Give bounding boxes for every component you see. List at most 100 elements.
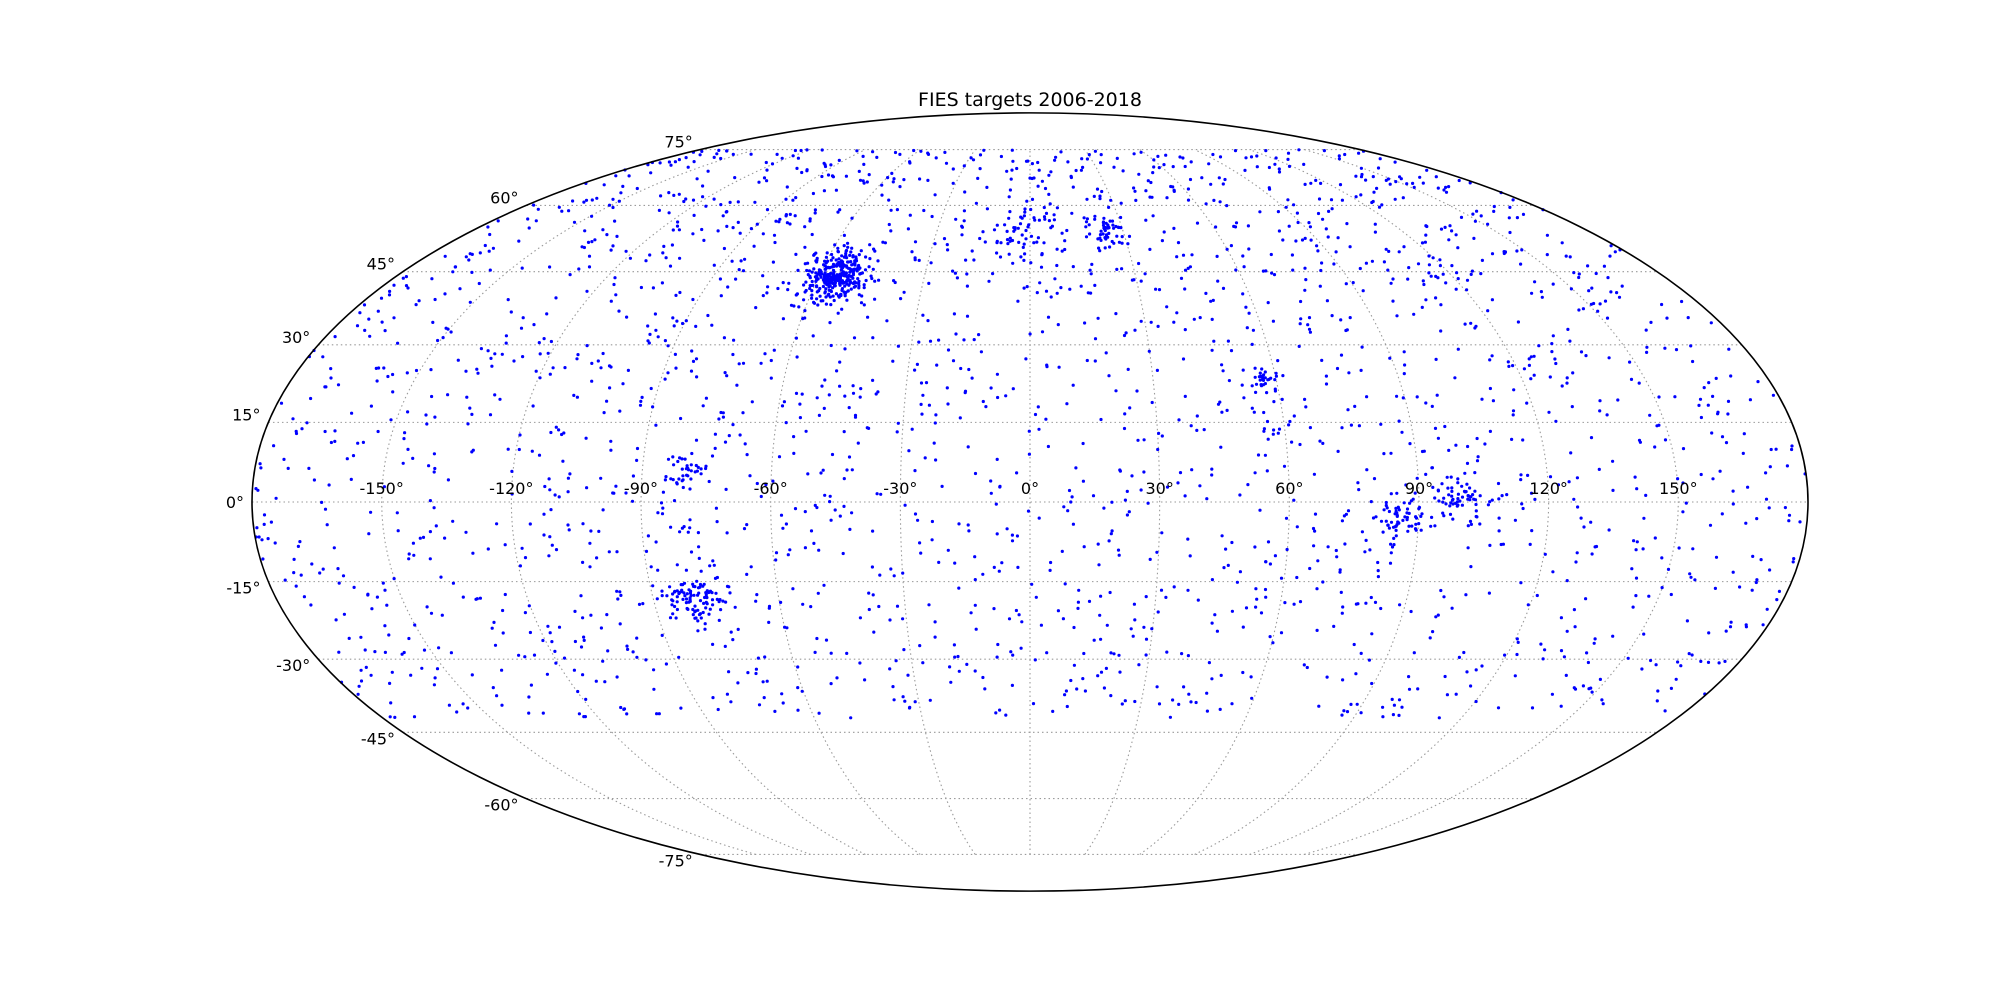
target-point	[1033, 218, 1037, 222]
target-point	[1045, 651, 1049, 655]
target-point	[1088, 268, 1092, 272]
target-point	[1511, 413, 1515, 417]
target-point	[1037, 427, 1041, 431]
target-point	[1287, 224, 1291, 228]
target-point	[842, 504, 846, 508]
target-point	[1317, 704, 1321, 708]
target-point	[1109, 532, 1113, 536]
target-point	[631, 474, 636, 478]
target-point	[956, 654, 960, 659]
target-point	[682, 199, 686, 204]
target-point	[1723, 659, 1727, 664]
target-point	[654, 423, 658, 427]
target-point	[812, 267, 816, 271]
target-point	[736, 681, 740, 685]
target-point	[1570, 405, 1574, 409]
target-point	[1407, 511, 1411, 515]
target-point	[1172, 585, 1176, 589]
target-point	[312, 478, 316, 482]
target-point	[828, 295, 832, 299]
target-point	[858, 395, 862, 399]
target-point	[680, 457, 684, 461]
target-point	[1354, 195, 1358, 199]
target-point	[678, 530, 682, 534]
target-point	[1249, 675, 1253, 679]
target-point	[880, 183, 884, 187]
target-point	[759, 361, 763, 365]
target-point	[1376, 569, 1380, 573]
target-point	[1445, 475, 1449, 479]
target-point	[1045, 363, 1049, 367]
target-point	[590, 379, 594, 383]
target-point	[1051, 709, 1055, 714]
target-point	[842, 233, 847, 237]
target-point	[437, 646, 441, 650]
target-point	[363, 648, 367, 652]
target-point	[831, 281, 835, 285]
target-point	[274, 496, 278, 500]
target-point	[490, 364, 494, 368]
target-point	[1133, 699, 1137, 704]
target-point	[333, 439, 337, 443]
target-point	[675, 319, 679, 323]
target-point	[919, 402, 923, 406]
target-point	[908, 160, 912, 164]
target-point	[1488, 543, 1492, 548]
target-point	[1087, 223, 1091, 227]
target-point	[1741, 451, 1745, 455]
target-point	[725, 149, 729, 153]
target-point	[987, 279, 991, 283]
target-point	[847, 455, 852, 459]
target-point	[796, 708, 800, 712]
target-point	[1195, 428, 1199, 432]
target-point	[702, 238, 706, 242]
target-point	[1117, 240, 1121, 244]
target-point	[329, 440, 333, 445]
target-point	[701, 195, 705, 199]
target-point	[1474, 699, 1478, 704]
target-point	[1053, 158, 1057, 162]
target-point	[1205, 709, 1209, 713]
target-point	[1483, 442, 1487, 446]
target-point	[662, 244, 666, 248]
target-point	[846, 245, 850, 249]
target-point	[1177, 702, 1181, 707]
target-point	[257, 535, 261, 539]
target-point	[447, 703, 451, 707]
target-point	[712, 563, 716, 567]
target-point	[523, 556, 528, 560]
target-point	[781, 701, 785, 705]
target-point	[802, 283, 806, 287]
target-point	[951, 359, 956, 363]
target-point	[1015, 471, 1019, 475]
target-point	[1247, 247, 1251, 251]
target-point	[585, 486, 589, 490]
target-point	[1391, 299, 1395, 303]
target-point	[1394, 509, 1398, 513]
target-point	[1302, 162, 1306, 166]
target-point	[619, 191, 623, 195]
target-point	[625, 712, 629, 716]
target-point	[714, 591, 718, 595]
target-point	[1096, 237, 1100, 241]
target-point	[1388, 182, 1392, 186]
target-point	[1342, 514, 1346, 518]
target-point	[965, 272, 969, 276]
target-point	[1418, 175, 1422, 179]
target-point	[1325, 675, 1329, 679]
target-point	[927, 603, 931, 607]
target-point	[842, 477, 846, 481]
target-point	[867, 607, 871, 612]
target-point	[706, 313, 710, 318]
x-tick-label: 60°	[1275, 479, 1303, 498]
target-point	[670, 243, 675, 247]
target-point	[906, 227, 911, 231]
target-point	[1771, 393, 1775, 397]
target-point	[1315, 628, 1319, 633]
target-point	[1198, 316, 1202, 320]
target-point	[1384, 503, 1388, 508]
target-point	[671, 592, 675, 596]
target-point	[321, 567, 325, 571]
target-point	[836, 246, 840, 250]
target-point	[1550, 692, 1554, 696]
